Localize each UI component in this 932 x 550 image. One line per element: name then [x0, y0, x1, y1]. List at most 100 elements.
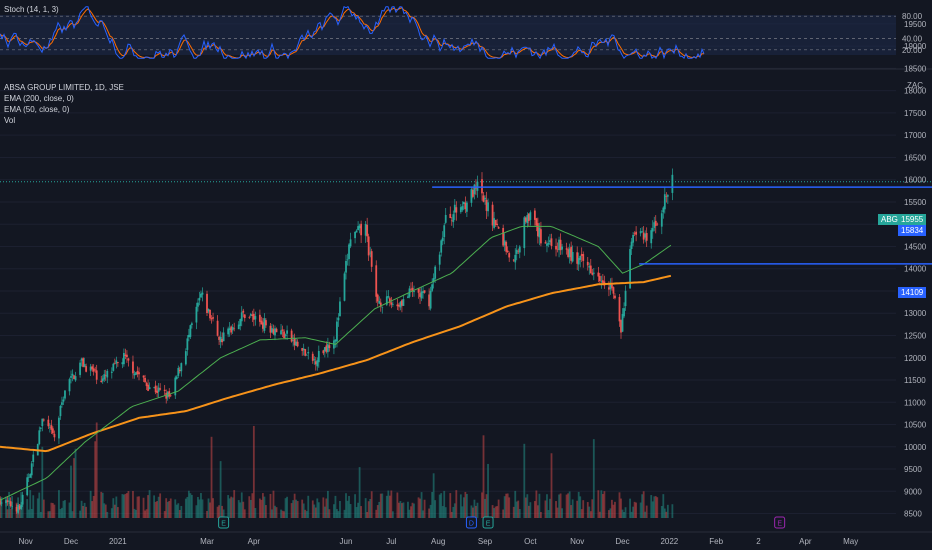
candle-body[interactable] — [197, 302, 199, 307]
candle-body[interactable] — [209, 309, 211, 319]
candle-body[interactable] — [41, 418, 44, 427]
candle-body[interactable] — [157, 387, 160, 392]
candle-body[interactable] — [343, 273, 346, 301]
candle-body[interactable] — [18, 505, 21, 509]
candle-body[interactable] — [546, 243, 548, 246]
candle-body[interactable] — [110, 371, 113, 373]
candle-body[interactable] — [481, 179, 483, 194]
candle-body[interactable] — [523, 217, 526, 249]
candle-body[interactable] — [491, 204, 494, 226]
candle-body[interactable] — [251, 314, 254, 317]
candle-body[interactable] — [577, 258, 580, 265]
candle-body[interactable] — [465, 202, 468, 212]
candle-body[interactable] — [100, 380, 103, 383]
candle-body[interactable] — [524, 217, 527, 222]
candle-body[interactable] — [275, 328, 278, 333]
candle-body[interactable] — [269, 325, 272, 333]
candle-body[interactable] — [174, 377, 177, 396]
candle-body[interactable] — [422, 291, 424, 293]
candle-body[interactable] — [59, 405, 62, 417]
candle-body[interactable] — [559, 239, 562, 251]
candle-body[interactable] — [314, 361, 317, 365]
candle-body[interactable] — [411, 287, 414, 291]
candle-body[interactable] — [91, 366, 94, 370]
candle-body[interactable] — [494, 219, 497, 225]
candle-body[interactable] — [58, 417, 60, 439]
candle-body[interactable] — [529, 212, 532, 220]
candle-body[interactable] — [441, 237, 444, 242]
candle-body[interactable] — [432, 278, 435, 283]
candle-body[interactable] — [61, 402, 63, 405]
candle-body[interactable] — [379, 302, 382, 307]
candle-body[interactable] — [370, 251, 373, 267]
candle-body[interactable] — [227, 328, 230, 335]
candle-body[interactable] — [83, 364, 86, 367]
candle-body[interactable] — [413, 291, 415, 293]
candle-body[interactable] — [462, 201, 465, 205]
candle-body[interactable] — [345, 260, 347, 273]
candle-body[interactable] — [53, 433, 56, 438]
candle-body[interactable] — [339, 301, 341, 317]
candle-body[interactable] — [237, 324, 240, 330]
candle-body[interactable] — [358, 225, 361, 229]
candle-body[interactable] — [428, 294, 431, 307]
candle-body[interactable] — [476, 181, 479, 191]
candle-body[interactable] — [51, 428, 54, 434]
candle-body[interactable] — [632, 234, 634, 243]
candle-body[interactable] — [396, 304, 399, 307]
candle-body[interactable] — [221, 338, 224, 343]
candle-body[interactable] — [431, 284, 434, 291]
candle-body[interactable] — [103, 374, 106, 380]
candle-body[interactable] — [80, 358, 83, 361]
candle-body[interactable] — [385, 296, 388, 305]
candle-body[interactable] — [337, 317, 340, 321]
candle-body[interactable] — [420, 291, 423, 299]
candle-body[interactable] — [295, 341, 298, 346]
candle-body[interactable] — [154, 385, 157, 393]
candle-body[interactable] — [417, 288, 420, 293]
candle-body[interactable] — [187, 334, 190, 338]
candle-body[interactable] — [70, 376, 72, 378]
candle-body[interactable] — [453, 204, 456, 213]
candle-body[interactable] — [589, 265, 592, 273]
candle-body[interactable] — [265, 320, 267, 326]
candle-body[interactable] — [48, 426, 51, 428]
candle-body[interactable] — [630, 241, 633, 249]
candle-body[interactable] — [666, 195, 669, 197]
candle-body[interactable] — [189, 325, 192, 337]
candle-body[interactable] — [38, 430, 41, 445]
candle-body[interactable] — [485, 199, 488, 211]
candle-body[interactable] — [618, 297, 621, 322]
candle-body[interactable] — [346, 259, 349, 261]
candle-body[interactable] — [503, 240, 506, 246]
candle-body[interactable] — [378, 301, 381, 304]
candle-body[interactable] — [50, 425, 53, 430]
candle-body[interactable] — [210, 318, 213, 320]
candle-body[interactable] — [580, 254, 583, 256]
candle-body[interactable] — [482, 195, 485, 202]
candle-body[interactable] — [591, 272, 594, 275]
candle-body[interactable] — [635, 231, 638, 235]
candle-body[interactable] — [423, 290, 426, 293]
candle-body[interactable] — [470, 189, 473, 203]
candle-body[interactable] — [127, 358, 130, 361]
candle-body[interactable] — [517, 250, 520, 252]
candle-body[interactable] — [325, 345, 328, 352]
candle-body[interactable] — [9, 501, 12, 507]
candle-body[interactable] — [452, 214, 455, 223]
candle-body[interactable] — [101, 378, 104, 382]
candle-body[interactable] — [381, 306, 384, 308]
candle-body[interactable] — [588, 266, 591, 268]
candle-body[interactable] — [644, 233, 647, 238]
candle-body[interactable] — [79, 362, 81, 375]
candle-body[interactable] — [348, 244, 350, 260]
candle-body[interactable] — [514, 254, 517, 263]
candle-body[interactable] — [410, 289, 412, 291]
candle-body[interactable] — [600, 280, 603, 282]
candle-body[interactable] — [399, 301, 402, 308]
candle-body[interactable] — [609, 283, 612, 290]
candle-body[interactable] — [20, 504, 23, 509]
candle-body[interactable] — [163, 389, 166, 392]
candle-body[interactable] — [565, 248, 568, 250]
